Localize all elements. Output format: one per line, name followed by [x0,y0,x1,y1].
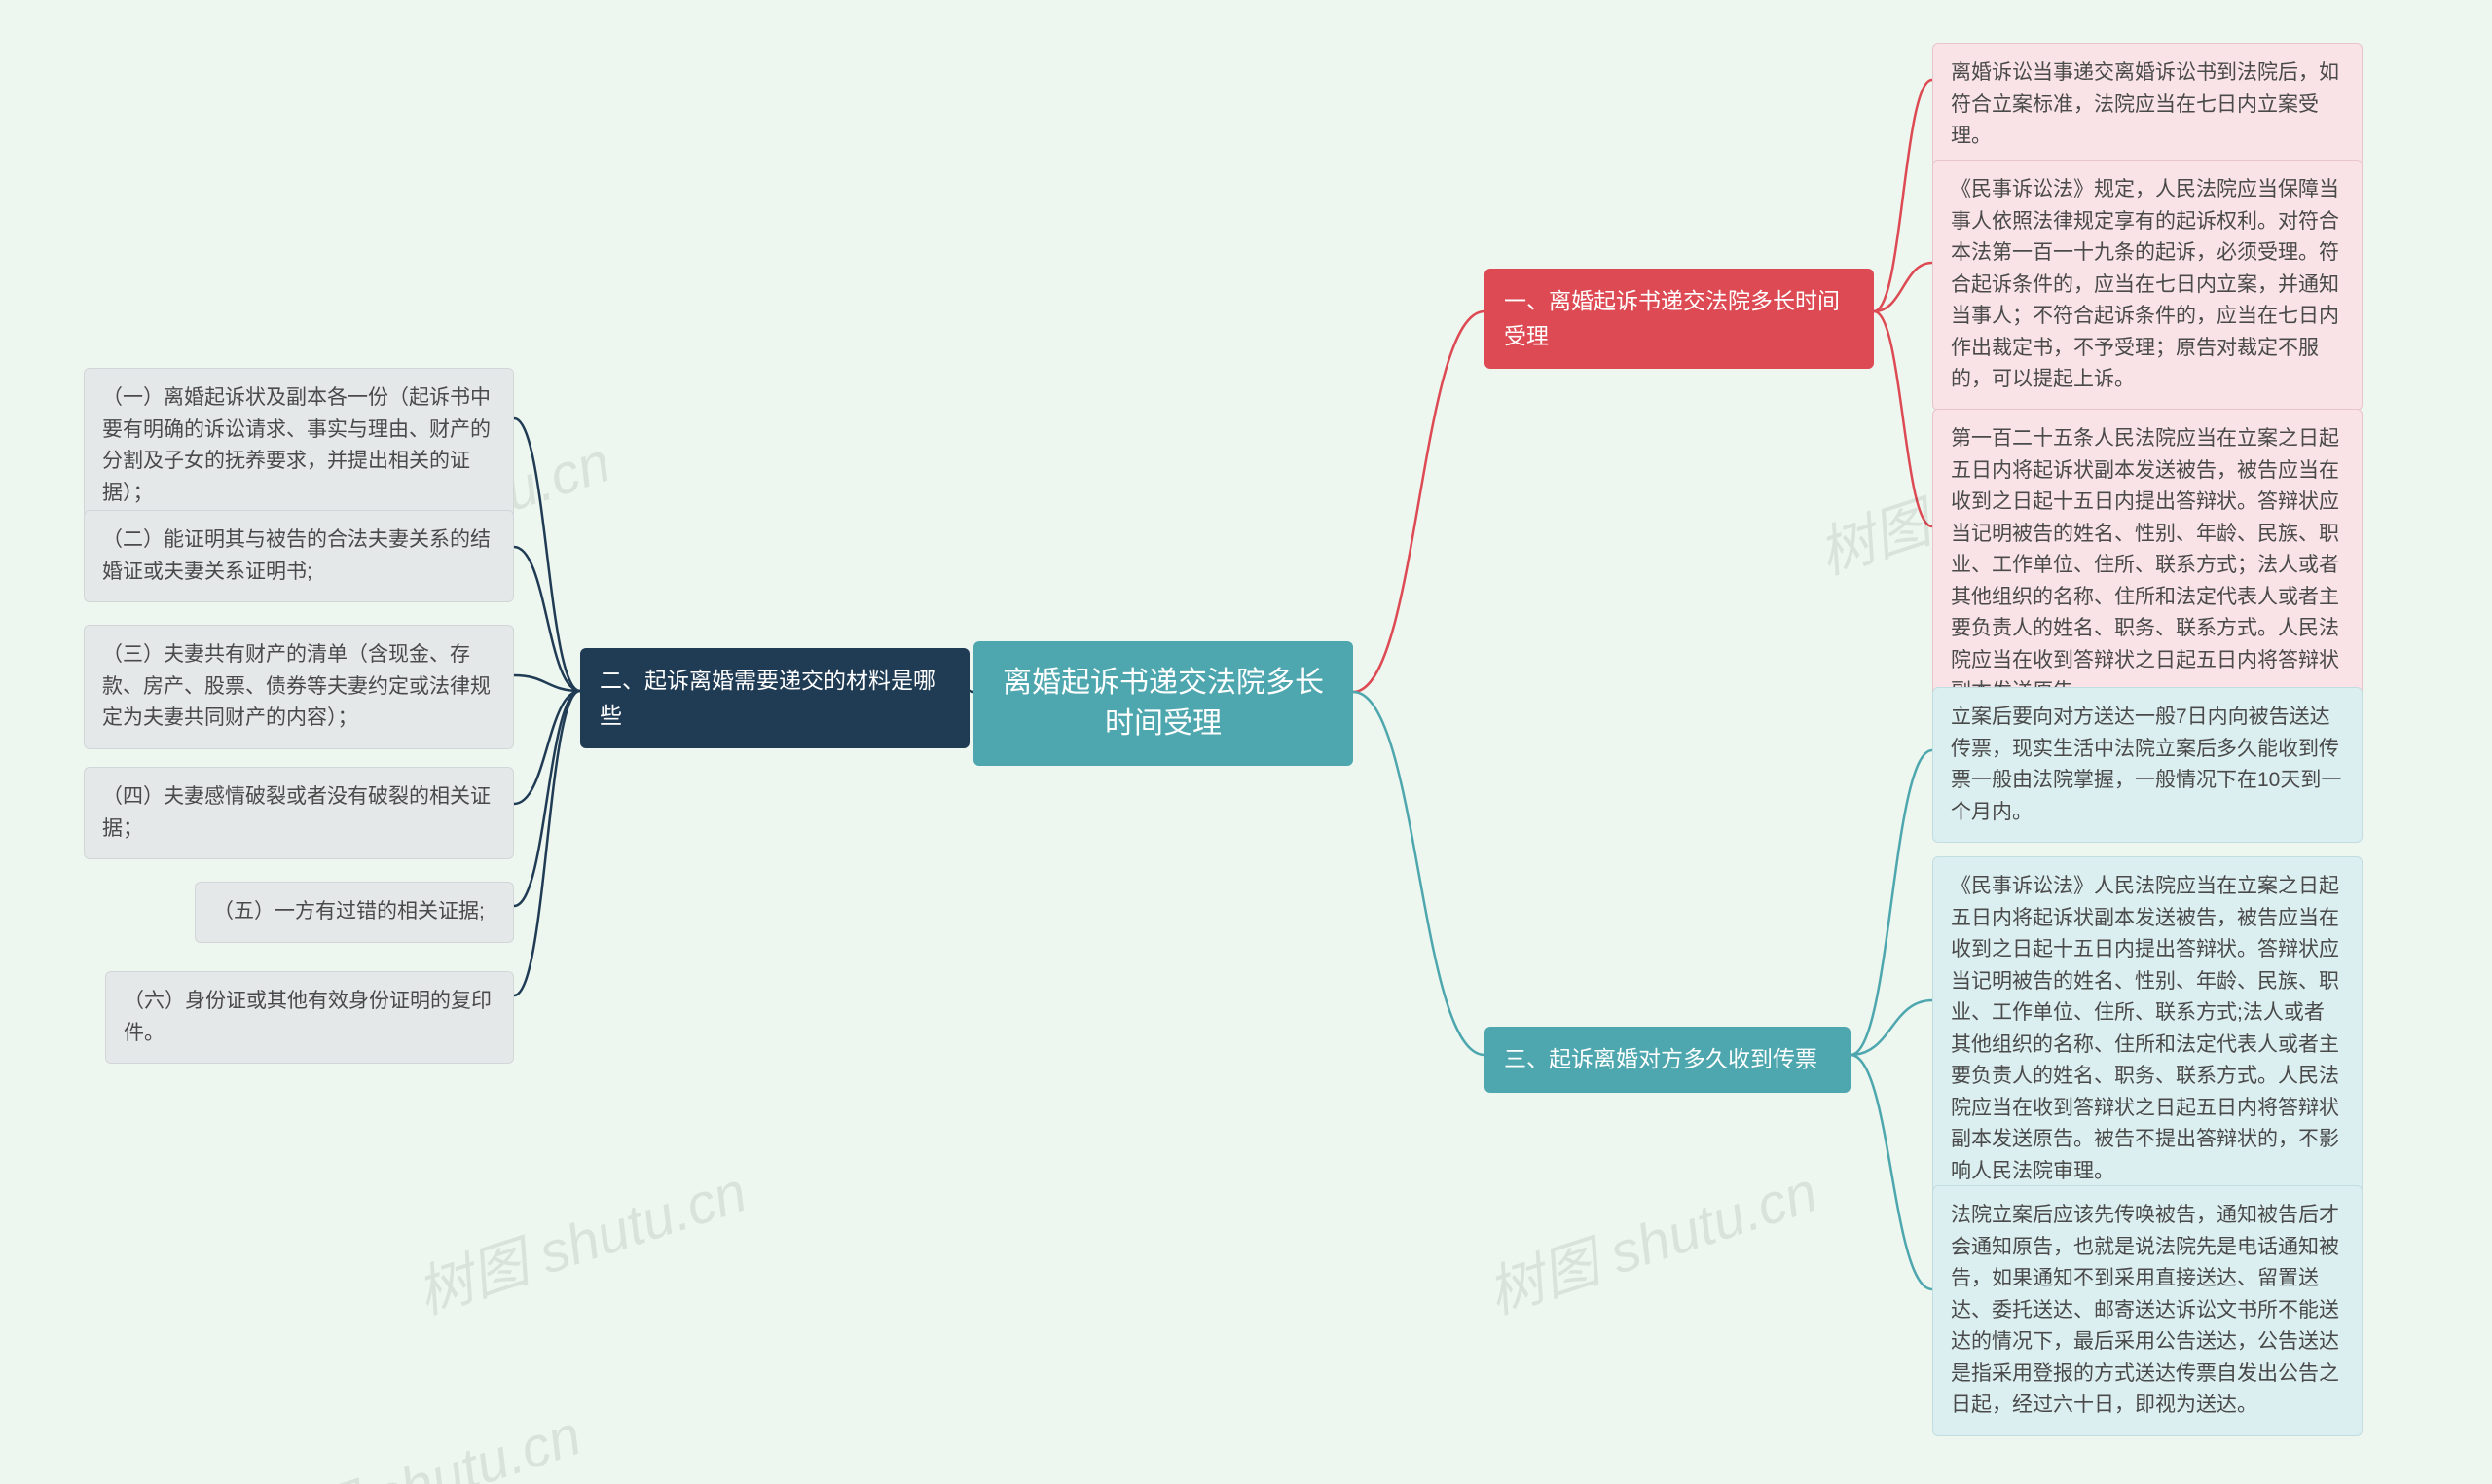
branch-node: 一、离婚起诉书递交法院多长时间受理 [1484,269,1874,369]
leaf-node: （二）能证明其与被告的合法夫妻关系的结婚证或夫妻关系证明书; [84,510,514,602]
watermark: 树图 shutu.cn [405,1146,755,1329]
leaf-node: （四）夫妻感情破裂或者没有破裂的相关证据； [84,767,514,859]
leaf-node: （一）离婚起诉状及副本各一份（起诉书中要有明确的诉讼请求、事实与理由、财产的分割… [84,368,514,524]
leaf-node: 离婚诉讼当事递交离婚诉讼书到法院后，如符合立案标准，法院应当在七日内立案受理。 [1932,43,2363,167]
leaf-node: 立案后要向对方送达一般7日内向被告送达传票，现实生活中法院立案后多久能收到传票一… [1932,687,2363,843]
mindmap-root: 离婚起诉书递交法院多长时间受理 [973,641,1353,766]
branch-node: 三、起诉离婚对方多久收到传票 [1484,1027,1851,1093]
leaf-node: （六）身份证或其他有效身份证明的复印件。 [105,971,514,1064]
leaf-node: 第一百二十五条人民法院应当在立案之日起五日内将起诉状副本发送被告，被告应当在收到… [1932,409,2363,723]
leaf-node: （三）夫妻共有财产的清单（含现金、存款、房产、股票、债券等夫妻约定或法律规定为夫… [84,625,514,749]
branch-node: 二、起诉离婚需要递交的材料是哪些 [580,648,970,748]
leaf-node: （五）一方有过错的相关证据; [195,882,514,943]
leaf-node: 《民事诉讼法》规定，人民法院应当保障当事人依照法律规定享有的起诉权利。对符合本法… [1932,160,2363,411]
leaf-node: 法院立案后应该先传唤被告，通知被告后才会通知原告，也就是说法院先是电话通知被告，… [1932,1185,2363,1436]
watermark: 树图 shutu.cn [239,1390,590,1484]
leaf-node: 《民事诉讼法》人民法院应当在立案之日起五日内将起诉状副本发送被告，被告应当在收到… [1932,856,2363,1202]
watermark: 树图 shutu.cn [1476,1146,1826,1329]
